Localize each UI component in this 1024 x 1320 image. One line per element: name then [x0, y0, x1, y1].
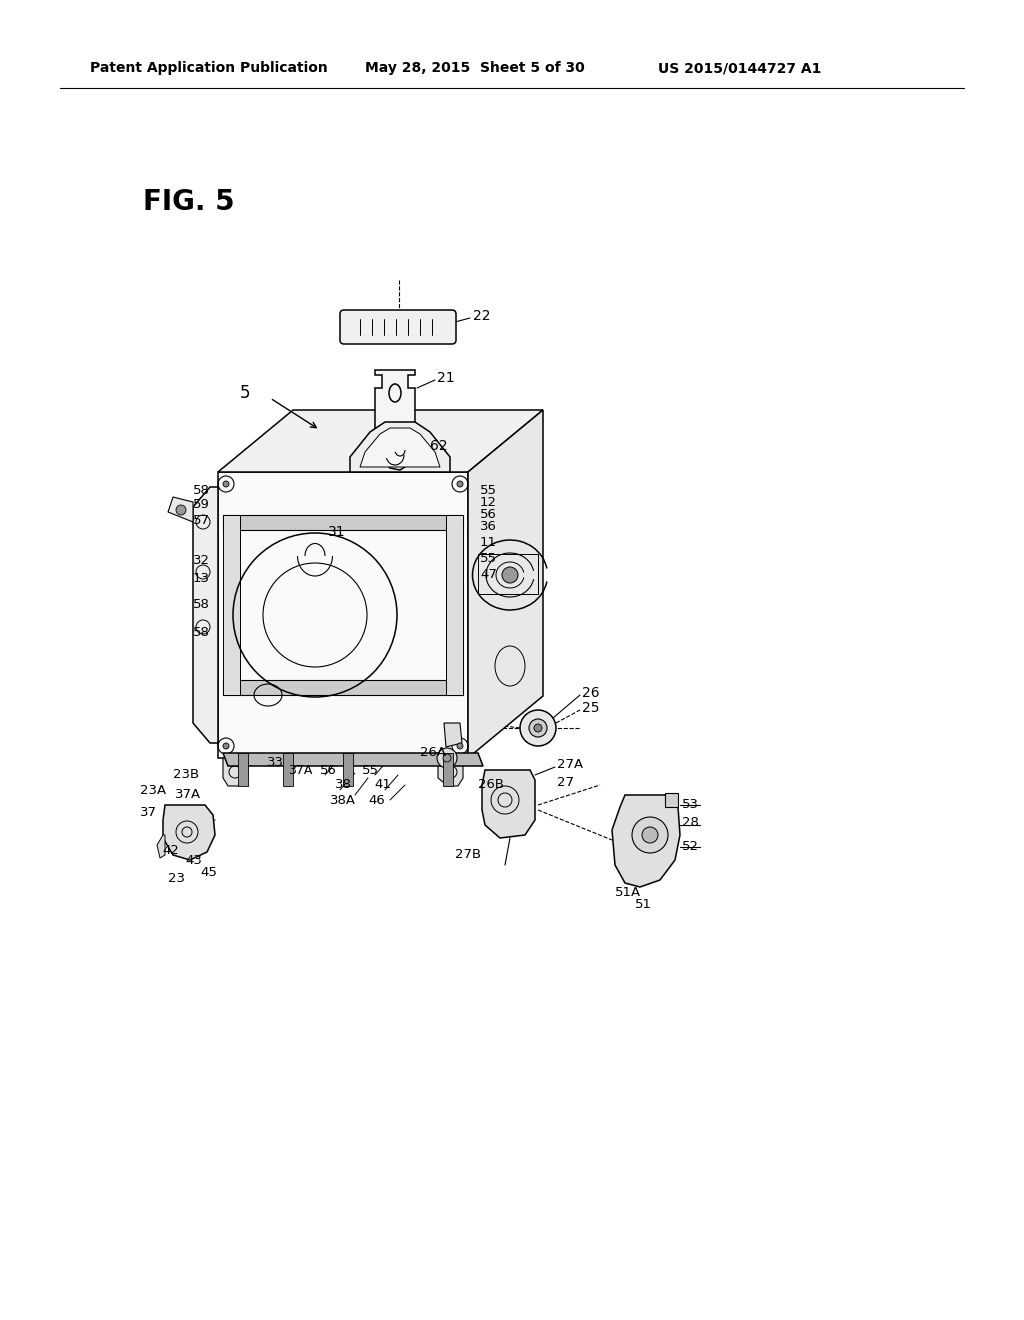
Text: 56: 56 — [319, 763, 337, 776]
Polygon shape — [223, 752, 483, 766]
Polygon shape — [612, 795, 680, 887]
Circle shape — [632, 817, 668, 853]
Polygon shape — [163, 805, 215, 861]
Polygon shape — [482, 770, 535, 838]
Polygon shape — [168, 498, 193, 521]
Polygon shape — [468, 411, 543, 758]
Text: 28: 28 — [682, 817, 698, 829]
Circle shape — [642, 828, 658, 843]
Text: 62: 62 — [430, 440, 447, 453]
Text: 27A: 27A — [557, 759, 583, 771]
Text: 13: 13 — [193, 572, 210, 585]
Text: 36: 36 — [480, 520, 497, 532]
Text: 47: 47 — [480, 569, 497, 582]
Text: 43: 43 — [185, 854, 202, 866]
Text: 56: 56 — [480, 507, 497, 520]
Text: 25: 25 — [582, 701, 599, 715]
Text: 27: 27 — [557, 776, 574, 788]
Text: Patent Application Publication: Patent Application Publication — [90, 61, 328, 75]
Circle shape — [534, 723, 542, 733]
Text: 53: 53 — [682, 799, 699, 812]
Text: 12: 12 — [480, 495, 497, 508]
Text: 55: 55 — [480, 483, 497, 496]
Text: 27B: 27B — [455, 849, 481, 862]
Text: 23: 23 — [168, 871, 185, 884]
Circle shape — [529, 719, 547, 737]
Text: 21: 21 — [437, 371, 455, 385]
Text: US 2015/0144727 A1: US 2015/0144727 A1 — [658, 61, 821, 75]
FancyBboxPatch shape — [340, 310, 456, 345]
Polygon shape — [238, 752, 248, 785]
Text: 46: 46 — [368, 793, 385, 807]
Text: 41: 41 — [374, 779, 391, 792]
Text: 45: 45 — [200, 866, 217, 879]
Text: 55: 55 — [480, 552, 497, 565]
Text: 42: 42 — [162, 843, 179, 857]
Polygon shape — [218, 411, 543, 473]
Circle shape — [457, 743, 463, 748]
Polygon shape — [193, 487, 218, 743]
Text: 55: 55 — [362, 763, 379, 776]
Polygon shape — [665, 793, 678, 807]
Text: 23A: 23A — [140, 784, 166, 796]
Circle shape — [223, 480, 229, 487]
Text: 26A: 26A — [420, 746, 446, 759]
Polygon shape — [343, 752, 353, 785]
Text: 37A: 37A — [175, 788, 201, 801]
Polygon shape — [443, 752, 453, 785]
Polygon shape — [283, 752, 293, 785]
Polygon shape — [378, 445, 410, 470]
Text: 59: 59 — [194, 499, 210, 511]
Polygon shape — [223, 680, 463, 696]
Text: 58: 58 — [194, 598, 210, 611]
Circle shape — [457, 480, 463, 487]
Circle shape — [176, 506, 186, 515]
Text: 11: 11 — [480, 536, 497, 549]
Text: 51A: 51A — [615, 887, 641, 899]
Polygon shape — [223, 515, 240, 696]
Text: 58: 58 — [194, 627, 210, 639]
Polygon shape — [360, 428, 440, 467]
Circle shape — [223, 743, 229, 748]
Text: 5: 5 — [240, 384, 251, 403]
Text: 51: 51 — [635, 899, 652, 912]
Text: 37A: 37A — [288, 763, 312, 776]
Polygon shape — [446, 515, 463, 696]
Circle shape — [502, 568, 518, 583]
Polygon shape — [218, 473, 468, 758]
Text: 26: 26 — [582, 686, 600, 700]
Circle shape — [443, 754, 451, 762]
Circle shape — [520, 710, 556, 746]
Polygon shape — [375, 370, 415, 440]
Polygon shape — [223, 515, 463, 531]
Text: 57: 57 — [193, 513, 210, 527]
Text: FIG. 5: FIG. 5 — [143, 187, 234, 216]
Text: 26B: 26B — [478, 779, 504, 792]
Polygon shape — [223, 758, 248, 785]
Polygon shape — [350, 422, 450, 473]
Text: 52: 52 — [682, 841, 699, 854]
Text: 38A: 38A — [330, 793, 356, 807]
Circle shape — [437, 748, 457, 768]
Text: 58: 58 — [194, 483, 210, 496]
Polygon shape — [438, 758, 463, 785]
Text: 37: 37 — [140, 805, 157, 818]
Polygon shape — [444, 723, 462, 747]
Text: May 28, 2015  Sheet 5 of 30: May 28, 2015 Sheet 5 of 30 — [365, 61, 585, 75]
Polygon shape — [157, 836, 165, 858]
Text: 38: 38 — [335, 779, 352, 792]
Text: 31: 31 — [328, 525, 346, 539]
Text: 22: 22 — [473, 309, 490, 323]
Text: 33: 33 — [267, 755, 284, 768]
Text: 23B: 23B — [173, 768, 199, 781]
Text: 32: 32 — [193, 553, 210, 566]
